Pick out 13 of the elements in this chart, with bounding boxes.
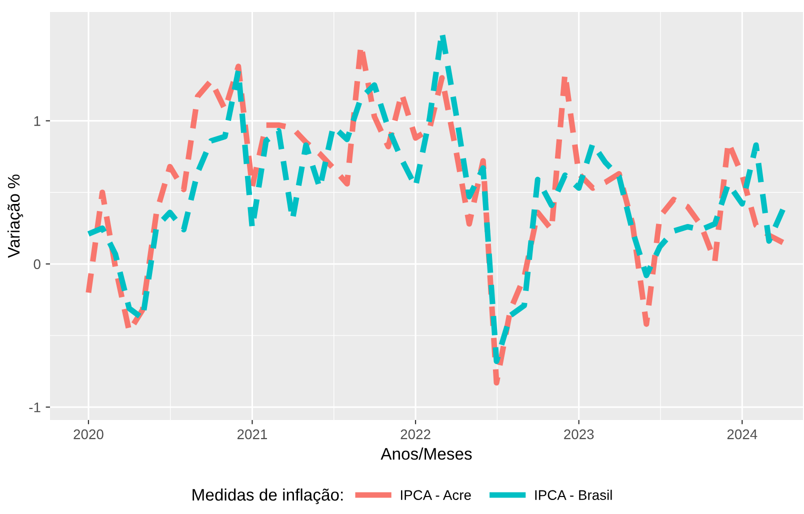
- y-axis-title: Variação %: [7, 174, 24, 258]
- x-tick-label: 2021: [237, 429, 268, 440]
- x-tick-label: 2023: [564, 429, 594, 440]
- x-tick-label: 2020: [74, 429, 104, 440]
- x-tick-label: 2022: [400, 429, 430, 440]
- legend-title: Medidas de inflação:: [192, 488, 343, 504]
- y-tick-label: -1: [29, 402, 40, 412]
- x-tick-label: 2024: [727, 429, 758, 440]
- x-axis-title: Anos/Meses: [380, 448, 472, 460]
- legend-label: IPCA - Acre: [400, 490, 471, 500]
- y-tick-label: 0: [34, 259, 40, 270]
- legend-label: IPCA - Brasil: [535, 490, 612, 500]
- y-tick-label: 1: [34, 116, 40, 126]
